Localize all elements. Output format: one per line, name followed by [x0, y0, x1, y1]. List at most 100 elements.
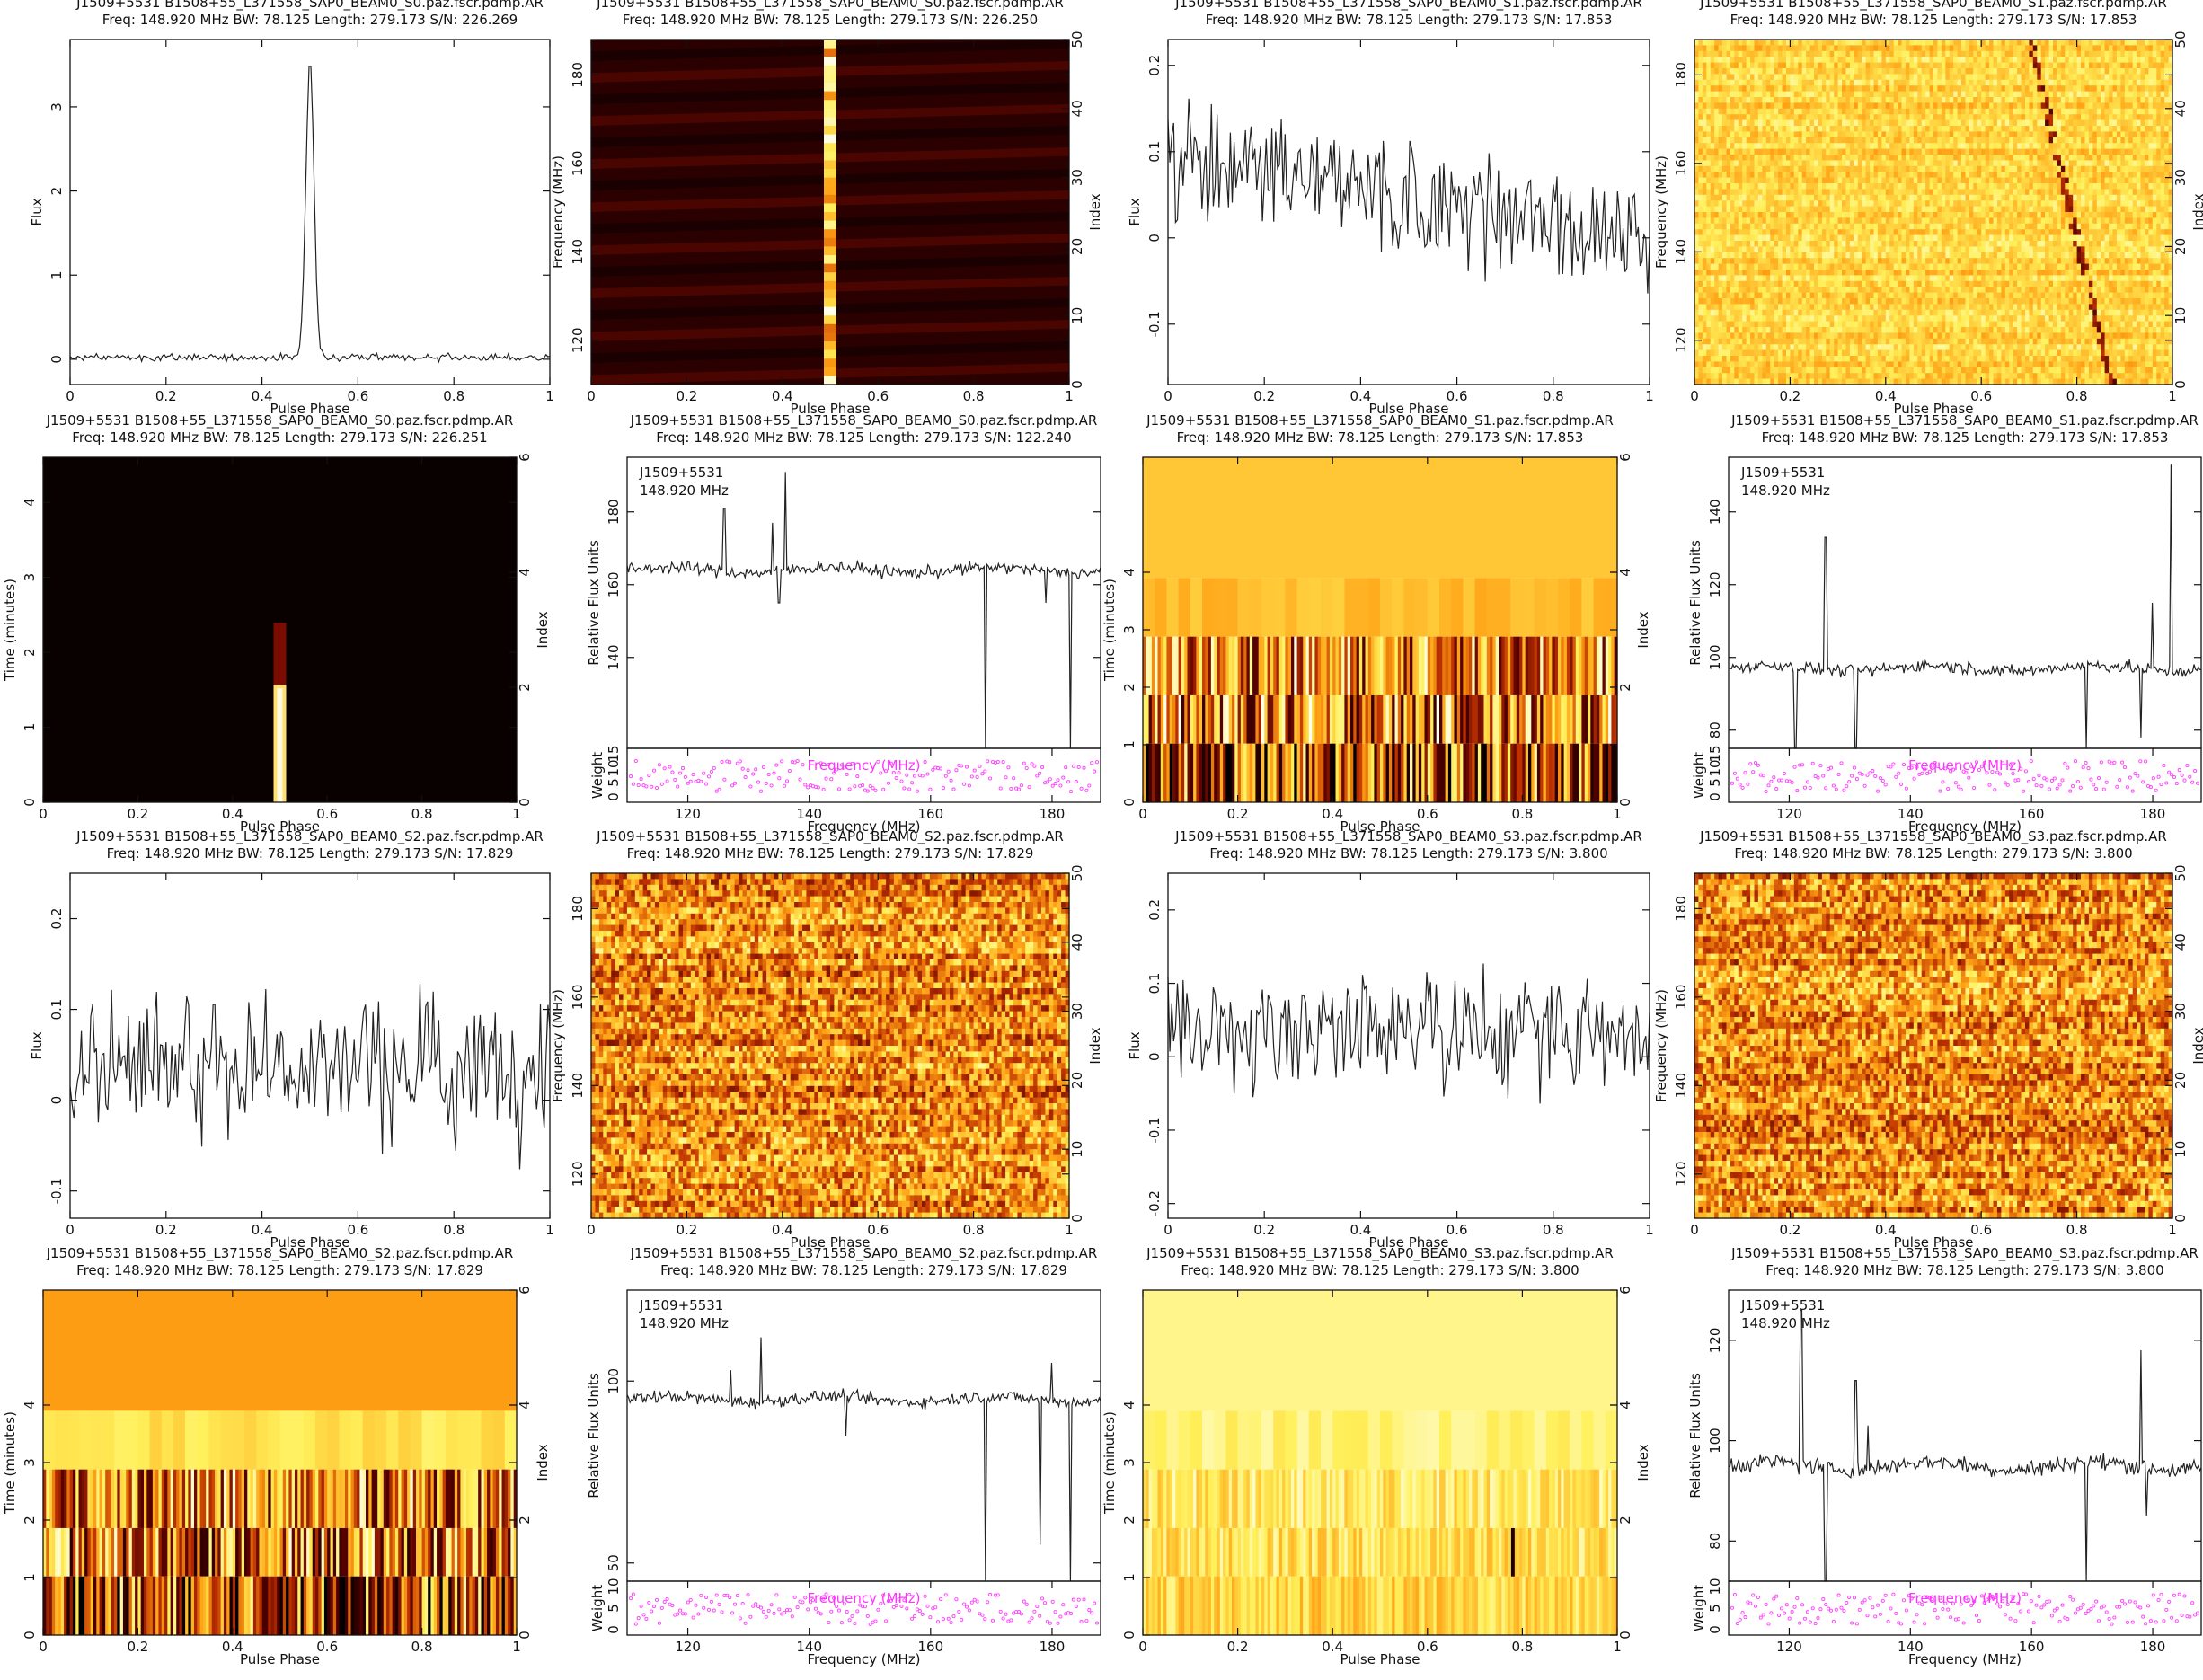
heat-cell	[2137, 160, 2142, 167]
heat-cell	[1798, 57, 1803, 64]
heat-cell	[1790, 223, 1795, 230]
heat-cell	[1917, 50, 1923, 57]
heat-cell	[1870, 102, 1875, 110]
heat-cell	[1849, 200, 1854, 208]
heat-cell	[1949, 172, 1954, 179]
heat-cell	[1790, 172, 1795, 179]
heat-cell	[2021, 252, 2026, 259]
heat-cell	[1929, 74, 1934, 81]
heat-cell	[1965, 200, 1970, 208]
heat-cell	[1730, 119, 1735, 127]
heat-cell	[1834, 114, 1839, 121]
heat-cell	[2073, 241, 2078, 247]
heat-cell	[2140, 172, 2145, 179]
heat-cell	[2013, 91, 2018, 98]
heat-cell	[1809, 165, 1815, 172]
heat-cell	[2164, 172, 2170, 179]
heat-cell	[1917, 126, 1923, 132]
heat-cell	[1893, 108, 1898, 115]
heat-cell	[1865, 68, 1871, 75]
heat-cell	[1941, 165, 1946, 172]
heat-cell	[1762, 177, 1767, 184]
heat-cell	[2032, 91, 2038, 98]
heat-cell	[1750, 189, 1756, 196]
heat-cell	[1901, 137, 1907, 144]
heat-cell	[1937, 114, 1942, 121]
heat-cell	[2088, 160, 2093, 167]
heat-cell	[2029, 217, 2034, 225]
heat-cell	[2017, 241, 2022, 247]
heat-cell	[1937, 165, 1942, 172]
heat-cell	[1870, 177, 1875, 184]
heat-cell	[2148, 165, 2154, 172]
heat-cell	[2065, 206, 2070, 213]
heat-cell	[1949, 183, 1954, 190]
heat-cell	[2073, 143, 2078, 150]
heat-cell	[1702, 143, 1707, 150]
heat-cell	[1714, 85, 1720, 93]
heat-cell	[2021, 91, 2026, 98]
heat-cell	[1973, 40, 1978, 46]
heat-cell	[1826, 258, 1831, 265]
heat-cell	[1742, 200, 1747, 208]
heat-cell	[2048, 108, 2054, 115]
heat-cell	[2120, 252, 2126, 259]
heat-cell	[1790, 189, 1795, 196]
heat-cell	[2128, 263, 2134, 270]
heat-cell	[1726, 97, 1731, 103]
heat-cell	[2013, 200, 2018, 208]
heat-cell	[2004, 143, 2010, 150]
heat-cell	[1901, 102, 1907, 110]
heat-cell	[2148, 68, 2154, 75]
heat-cell	[2092, 143, 2098, 150]
heat-cell	[2004, 165, 2010, 172]
heat-cell	[1778, 79, 1783, 86]
heat-cell	[1790, 206, 1795, 213]
heat-cell	[1977, 172, 1982, 179]
heat-cell	[1726, 85, 1731, 93]
heat-cell	[2040, 57, 2046, 64]
heat-cell	[2168, 223, 2173, 230]
heat-cell	[1945, 148, 1951, 155]
heat-cell	[1793, 217, 1799, 225]
heat-cell	[2152, 108, 2157, 115]
heat-cell	[2001, 200, 2006, 208]
heat-cell	[1929, 206, 1934, 213]
heat-cell	[1854, 212, 1859, 218]
heat-cell	[1865, 252, 1871, 259]
heat-cell	[1969, 263, 1974, 270]
heat-cell	[1854, 234, 1859, 242]
y-tick-label-right: 20	[1069, 238, 1085, 255]
heat-cell	[1941, 50, 1946, 57]
heat-cell	[1941, 85, 1946, 93]
heat-cell	[1734, 206, 1739, 213]
heat-cell	[2140, 252, 2145, 259]
heat-cell	[1806, 137, 1811, 144]
heat-cell	[2116, 137, 2121, 144]
heat-cell	[1996, 172, 2002, 179]
heat-cell	[2128, 50, 2134, 57]
heat-cell	[1845, 241, 1851, 247]
heat-cell	[1993, 177, 1998, 184]
heat-cell	[2021, 45, 2026, 52]
heat-cell	[1985, 183, 1990, 190]
heat-cell	[1734, 241, 1739, 247]
heat-cell	[1806, 263, 1811, 270]
heat-cell	[1834, 74, 1839, 81]
heat-cell	[1929, 217, 1934, 225]
heat-cell	[2096, 234, 2101, 242]
heat-cell	[2132, 79, 2137, 86]
heat-cell	[1906, 229, 1910, 236]
heat-cell	[1889, 229, 1895, 236]
heat-cell	[1877, 68, 1882, 75]
heat-cell	[1877, 223, 1882, 230]
heat-cell	[1726, 131, 1731, 138]
heat-cell	[2124, 74, 2129, 81]
heat-cell	[1837, 148, 1843, 155]
heat-cell	[1757, 102, 1763, 110]
heat-cell	[1790, 45, 1795, 52]
heat-cell	[2048, 194, 2054, 201]
heat-cell	[1945, 85, 1951, 93]
heat-cell	[1893, 79, 1898, 86]
heat-cell	[1770, 183, 1775, 190]
